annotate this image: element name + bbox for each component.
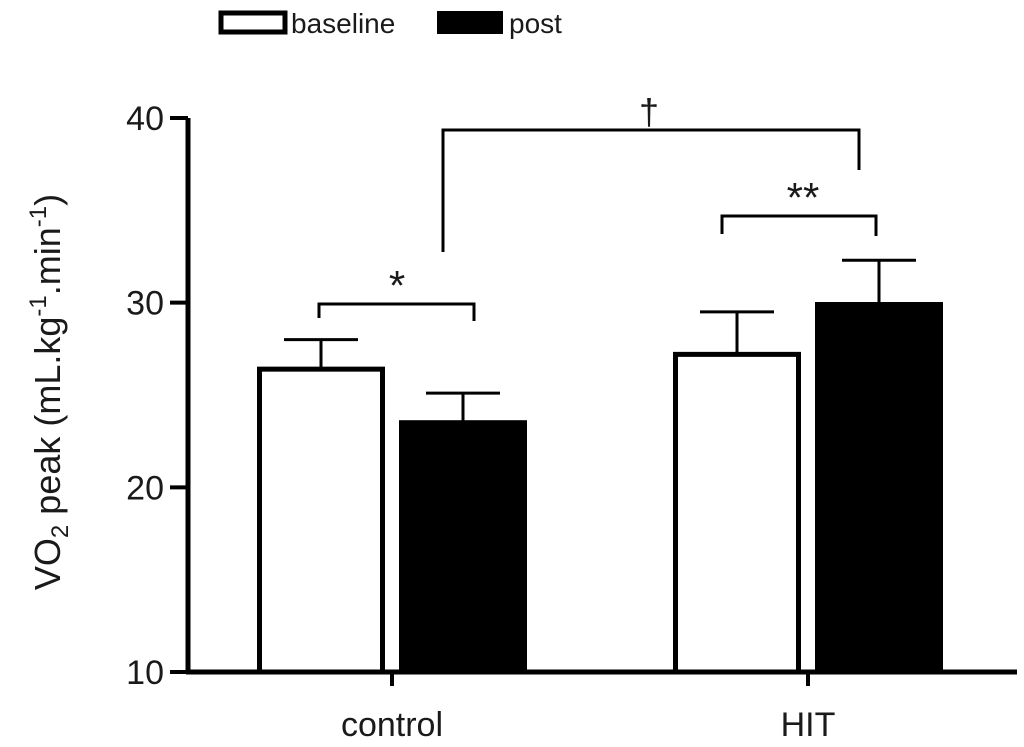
x-category-label: control (341, 706, 443, 744)
x-category-label: HIT (781, 706, 836, 744)
y-axis-title: VO2 peak (mL.kg-1.min-1) (25, 194, 74, 590)
bar-baseline-control (257, 366, 385, 675)
legend-swatch-post (437, 11, 503, 34)
bar-post-HIT (815, 302, 943, 672)
x-categories: control HIT (341, 672, 835, 744)
bars (257, 302, 943, 675)
legend: baseline post (218, 8, 562, 39)
y-tick-label: 10 (126, 654, 164, 692)
control-sig-label: * (389, 262, 405, 309)
between-groups-bracket (441, 128, 861, 252)
legend-swatch-baseline (218, 10, 288, 35)
significance-annotations: * ** † (317, 91, 878, 321)
y-tick-label: 40 (126, 100, 164, 138)
hit-sig-bracket (720, 214, 878, 236)
control-sig-bracket (317, 302, 476, 321)
y-tick-label: 20 (126, 469, 164, 507)
y-ticks: 10 20 30 40 (126, 100, 188, 692)
between-groups-label: † (639, 91, 659, 132)
legend-label-baseline: baseline (291, 8, 395, 39)
bar-post-control (399, 420, 527, 672)
bar-baseline-HIT (673, 351, 801, 675)
y-tick-label: 30 (126, 285, 164, 323)
error-bars (284, 258, 916, 423)
legend-label-post: post (509, 8, 562, 39)
hit-sig-label: ** (787, 174, 820, 221)
